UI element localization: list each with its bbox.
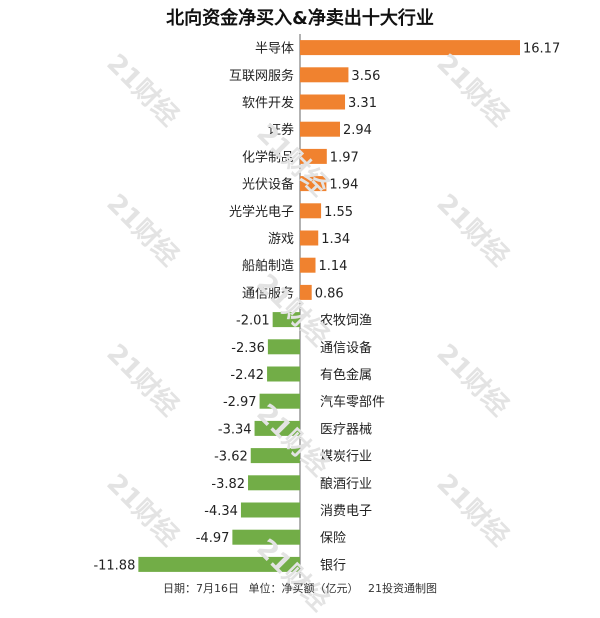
bar-软件开发	[300, 94, 346, 110]
bar-银行	[138, 556, 300, 572]
category-label: 有色金属	[320, 367, 372, 383]
category-label: 证券	[268, 122, 294, 138]
chart-title: 北向资金净买入&净卖出十大行业	[166, 8, 434, 29]
value-label: -2.01	[236, 314, 270, 329]
bar-半导体	[300, 40, 520, 56]
value-label: 1.14	[319, 259, 348, 274]
bar-证券	[300, 121, 340, 137]
footer-source: 21投资通制图	[368, 582, 437, 595]
bar-医疗器械	[254, 420, 300, 436]
value-label: -3.82	[211, 477, 245, 492]
category-label: 银行	[320, 558, 346, 573]
value-label: 2.94	[343, 123, 372, 138]
value-label: -11.88	[93, 558, 135, 573]
value-label: -3.34	[218, 422, 252, 437]
bar-光伏设备	[300, 176, 327, 192]
category-label: 光学光电子	[229, 204, 294, 220]
chart-footer: 日期：7月16日 单位：净买额（亿元） 21投资通制图	[0, 580, 600, 596]
category-label: 消费电子	[320, 504, 372, 519]
footer-date: 日期：7月16日	[163, 582, 239, 595]
bar-有色金属	[267, 366, 300, 382]
value-label: 1.97	[330, 150, 359, 165]
category-label: 煤炭行业	[320, 450, 372, 465]
value-label: -2.97	[223, 395, 257, 410]
bar-酿酒行业	[248, 475, 300, 491]
category-label: 通信服务	[242, 285, 294, 301]
category-label: 软件开发	[242, 95, 294, 111]
bar-光学光电子	[300, 203, 322, 219]
category-label: 半导体	[255, 42, 294, 57]
footer-unit: 单位：净买额（亿元）	[248, 582, 359, 595]
value-label: 1.55	[324, 205, 353, 220]
bar-消费电子	[240, 502, 300, 518]
category-label: 医疗器械	[320, 422, 372, 437]
bar-煤炭行业	[250, 448, 300, 464]
category-label: 保险	[320, 531, 346, 546]
value-label: -3.62	[214, 450, 248, 465]
value-label: -4.34	[204, 504, 238, 519]
category-label: 汽车零部件	[320, 394, 385, 410]
value-label: -2.42	[230, 368, 264, 383]
value-label: 16.17	[523, 42, 560, 57]
value-label: -4.97	[196, 531, 230, 546]
bar-农牧饲渔	[272, 312, 300, 328]
category-label: 通信设备	[320, 340, 372, 356]
value-label: 1.94	[329, 178, 358, 193]
value-label: -2.36	[231, 341, 265, 356]
bar-游戏	[300, 230, 319, 246]
bar-船舶制造	[300, 257, 316, 273]
category-label: 酿酒行业	[320, 476, 372, 492]
value-label: 0.86	[315, 286, 344, 301]
bar-汽车零部件	[259, 393, 300, 409]
bar-互联网服务	[300, 67, 349, 83]
value-label: 1.34	[321, 232, 350, 247]
bar-通信服务	[300, 284, 312, 300]
bar-化学制品	[300, 148, 327, 164]
category-label: 农牧饲渔	[320, 314, 372, 329]
category-label: 互联网服务	[229, 68, 294, 84]
value-label: 3.31	[348, 96, 377, 111]
category-label: 游戏	[268, 232, 294, 247]
category-label: 船舶制造	[242, 258, 294, 274]
value-label: 3.56	[351, 69, 380, 84]
category-label: 光伏设备	[242, 177, 294, 193]
bar-保险	[232, 529, 300, 545]
bar-chart: 半导体 16.17 互联网服务 3.56 软件开发 3.31 证券 2.94 化学制品 1.97 光…	[93, 34, 560, 578]
category-label: 化学制品	[242, 149, 294, 165]
bar-通信设备	[267, 339, 300, 355]
